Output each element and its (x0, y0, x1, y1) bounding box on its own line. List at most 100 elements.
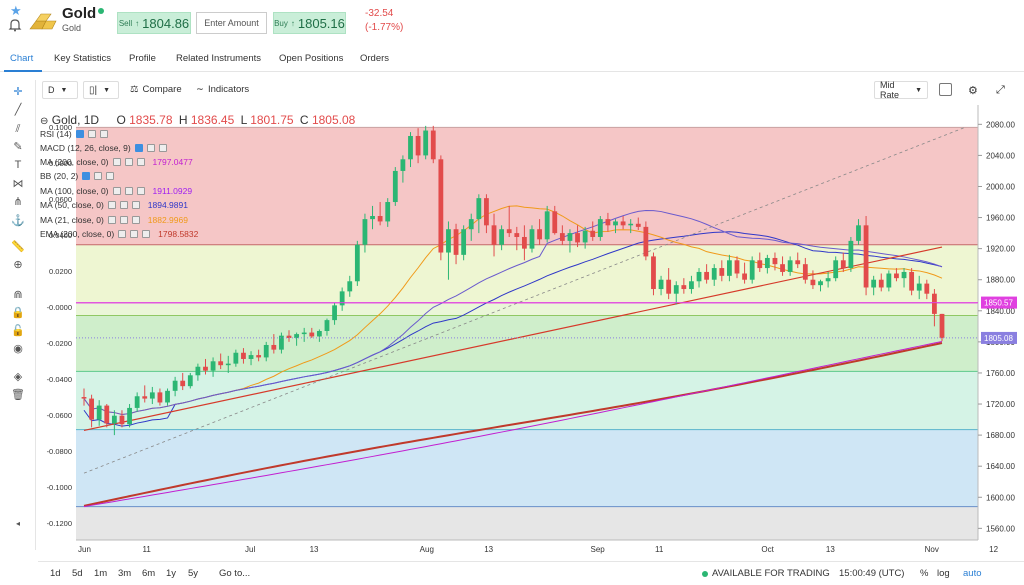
settings-icon[interactable] (82, 172, 91, 180)
range-3m-button[interactable]: 3m (118, 568, 132, 579)
candle-body (149, 392, 155, 399)
candle-body (802, 264, 808, 280)
layers-icon[interactable]: ◈ (13, 371, 23, 383)
close-icon[interactable] (131, 216, 140, 224)
buy-button[interactable]: Buy ↑ 1805.16 (273, 12, 346, 34)
eye-icon[interactable] (124, 187, 133, 195)
close-icon[interactable] (142, 230, 151, 238)
eye-icon[interactable] (124, 158, 133, 166)
fib-band (76, 127, 978, 245)
legend-row-ma21[interactable]: MA (21, close, 0) 1882.9969 (40, 215, 188, 225)
crosshair-icon[interactable]: ✛ (13, 86, 23, 98)
tab-chart[interactable]: Chart (10, 53, 34, 64)
close-icon[interactable] (99, 130, 108, 138)
zoom-in-icon[interactable]: ⊕ (13, 259, 23, 271)
close-icon[interactable] (106, 172, 115, 180)
range-6m-button[interactable]: 6m (142, 568, 156, 579)
candle-body (241, 352, 246, 359)
lock-drawings-icon[interactable]: 🔒 (11, 307, 25, 319)
eye-icon[interactable] (146, 144, 155, 152)
candle-body (111, 415, 117, 424)
price-change: -32.54 (365, 8, 394, 19)
close-icon[interactable] (131, 201, 140, 209)
range-5d-button[interactable]: 5d (72, 568, 83, 579)
candle-body (871, 279, 877, 288)
sell-button[interactable]: Sell ↑ 1804.86 (117, 12, 191, 34)
legend-row-ma100[interactable]: MA (100, close, 0) 1911.0929 (40, 186, 192, 196)
expand-icon[interactable]: ⤢ (996, 84, 1005, 96)
legend-row-ema200[interactable]: EMA (200, close, 0) 1798.5832 (40, 229, 198, 239)
compare-button[interactable]: ⚖ Compare (130, 84, 182, 95)
close-icon[interactable] (158, 144, 167, 152)
pattern-icon[interactable]: ⋈ (12, 178, 24, 190)
settings-icon[interactable] (112, 187, 121, 195)
legend-row-value: 1882.9969 (147, 215, 188, 225)
lock-icon[interactable]: 🔓 (11, 325, 25, 337)
range-1d-button[interactable]: 1d (50, 568, 61, 579)
chart-svg[interactable]: 2080.00 2040.00 2000.00 1960.00 1920.00 1880.… (38, 105, 1018, 560)
collapse-legend-icon[interactable]: ⊖ (40, 116, 49, 127)
eye-icon[interactable] (130, 230, 139, 238)
legend-row-rsi[interactable]: RSI (14) (40, 129, 108, 139)
legend-row-ma200[interactable]: MA (200, close, 0) 1797.0477 (40, 157, 193, 167)
eye-icon[interactable] (119, 201, 128, 209)
close-icon[interactable] (136, 187, 145, 195)
settings-icon[interactable] (118, 230, 127, 238)
anchor-icon[interactable]: ⚓ (11, 215, 25, 227)
trash-icon[interactable]: 🗑 (11, 389, 25, 401)
chevron-down-icon: ▼ (915, 86, 922, 94)
eye-icon[interactable] (87, 130, 96, 138)
candle-body (484, 198, 489, 226)
collapse-rail-icon[interactable]: ◂ (15, 519, 20, 528)
legend-row-bb[interactable]: BB (20, 2) (40, 171, 115, 181)
log-scale-toggle[interactable]: log (937, 568, 950, 579)
price-chart[interactable]: 2080.00 2040.00 2000.00 1960.00 1920.00 1880.… (38, 105, 1018, 560)
text-tool-icon[interactable]: T (14, 159, 22, 171)
range-5y-button[interactable]: 5y (188, 568, 199, 579)
alert-bell-icon[interactable] (8, 18, 22, 32)
range-1y-button[interactable]: 1y (166, 568, 177, 579)
goto-date-button[interactable]: Go to... (219, 568, 251, 579)
tab-open-positions[interactable]: Open Positions (279, 53, 344, 64)
settings-icon[interactable] (75, 130, 84, 138)
ruler-icon[interactable]: 📏 (11, 241, 25, 253)
candle-body (203, 366, 208, 371)
eye-icon[interactable] (94, 172, 103, 180)
chart-type-select[interactable]: ▯| ▼ (83, 81, 119, 99)
rate-mode-select[interactable]: Mid Rate ▼ (874, 80, 928, 100)
amount-input[interactable]: Enter Amount (196, 12, 267, 34)
tab-related-instruments[interactable]: Related Instruments (176, 53, 262, 64)
fork-icon[interactable]: ⋔ (13, 196, 23, 208)
tab-profile[interactable]: Profile (129, 53, 156, 64)
visibility-eye-icon[interactable]: ◉ (13, 343, 23, 355)
trend-line-icon[interactable]: ╱ (14, 104, 22, 116)
tab-key-statistics[interactable]: Key Statistics (54, 53, 112, 64)
settings-icon[interactable] (107, 216, 116, 224)
indicators-button[interactable]: ∼ Indicators (196, 84, 249, 95)
legend-row-ma50[interactable]: MA (50, close, 0) 1894.9891 (40, 200, 188, 210)
candle-body (104, 405, 110, 424)
auto-scale-toggle[interactable]: auto (963, 568, 982, 579)
fullscreen-toggle-icon[interactable] (939, 83, 952, 96)
close-icon[interactable] (136, 158, 145, 166)
legend-row-macd[interactable]: MACD (12, 26, close, 9) (40, 143, 167, 153)
eye-icon[interactable] (119, 216, 128, 224)
brush-icon[interactable]: ✎ (13, 141, 23, 153)
percent-tick-label: -0.1200 (47, 519, 72, 528)
tab-orders[interactable]: Orders (360, 53, 390, 64)
settings-icon[interactable] (107, 201, 116, 209)
ma-200-line (83, 340, 943, 508)
percent-tick-label: -0.0000 (47, 303, 72, 312)
candle-body (909, 271, 915, 291)
chart-legend-title: ⊖ Gold, 1D O 1835.78 H 1836.45 L 1801.75… (40, 113, 355, 127)
settings-gear-icon[interactable]: ⚙ (968, 85, 978, 97)
interval-select[interactable]: D ▼ (42, 81, 78, 99)
time-tick-label: 13 (826, 545, 835, 554)
favorite-star-icon[interactable]: ★ (10, 3, 22, 18)
range-1m-button[interactable]: 1m (94, 568, 108, 579)
multi-line-icon[interactable]: ⫽ (15, 123, 21, 135)
percent-scale-toggle[interactable]: % (920, 568, 929, 579)
magnet-icon[interactable]: ⋒ (13, 289, 23, 301)
settings-icon[interactable] (112, 158, 121, 166)
settings-icon[interactable] (134, 144, 143, 152)
